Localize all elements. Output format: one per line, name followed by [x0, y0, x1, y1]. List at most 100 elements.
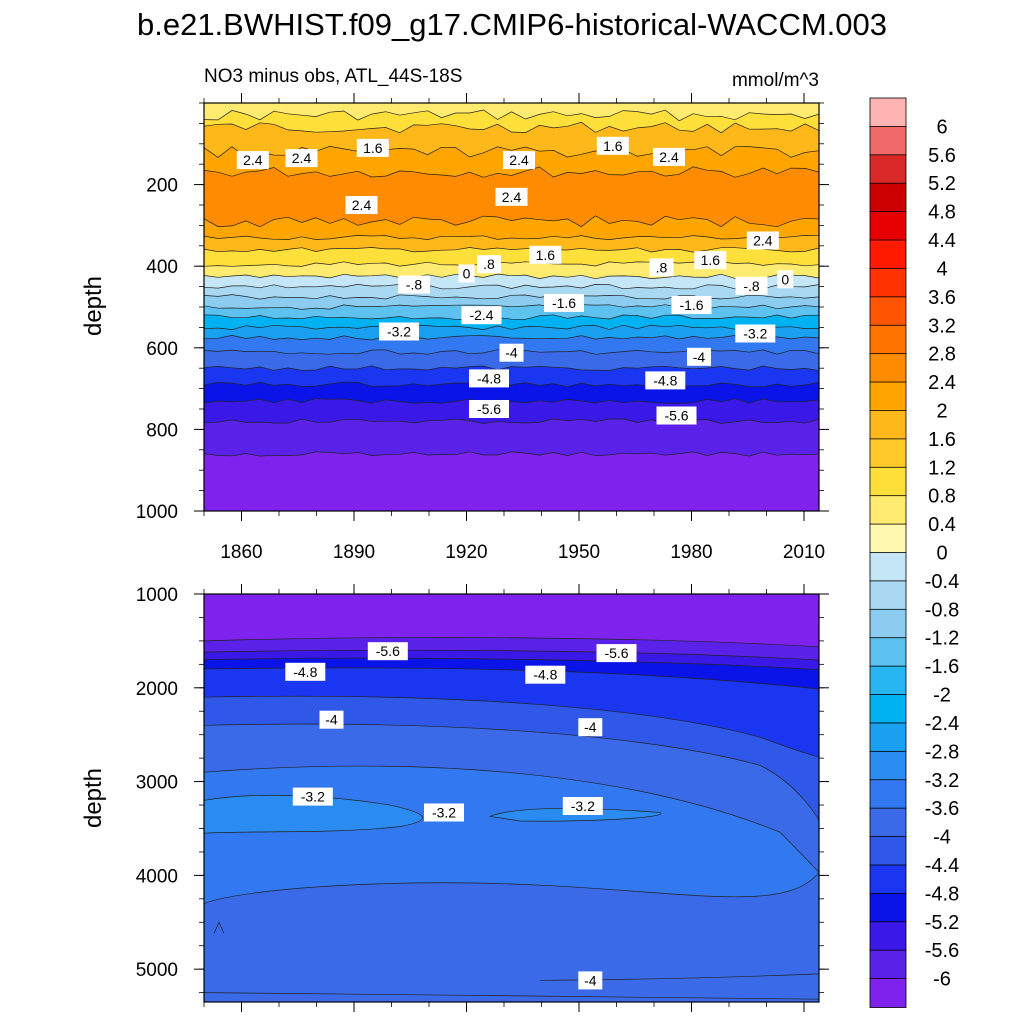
- contour-label: 2.4: [236, 151, 269, 170]
- colorbar-tick-label: -2.4: [925, 713, 959, 735]
- contour-label: -4.8: [525, 665, 566, 684]
- contour-label-text: -4: [505, 345, 518, 361]
- colorbar-swatch: [869, 268, 907, 298]
- contour-label: -5.6: [596, 644, 637, 663]
- colorbar-swatch: [869, 381, 907, 412]
- contour-line: [204, 335, 819, 341]
- colorbar-tick-label: -3.2: [925, 770, 959, 792]
- contour-label-box: [529, 245, 562, 264]
- colorbar-tick-label: 2.8: [928, 344, 956, 366]
- chart-subtitle: NO3 minus obs, ATL_44S-18S: [204, 66, 462, 87]
- contour-label-text: 2.4: [659, 149, 679, 165]
- contour-line: [204, 992, 819, 1000]
- units-label: mmol/m^3: [732, 70, 819, 91]
- contour-line: [204, 109, 819, 122]
- contour-label-box: [777, 270, 794, 289]
- contour-line: [204, 294, 819, 300]
- contour-label-box: [653, 147, 685, 166]
- contour-label-box: [544, 293, 584, 312]
- colorbar-swatch: [869, 239, 907, 270]
- contour-label-text: -4: [584, 972, 597, 988]
- contour-label-text: 2.4: [502, 189, 522, 205]
- colorbar-tick-label: -4.4: [925, 855, 959, 877]
- contour-label-text: -5.6: [664, 408, 688, 424]
- contour-label-box: [596, 136, 629, 155]
- upper-fill-area: [204, 103, 819, 511]
- contour-label-text: 1.6: [603, 138, 623, 154]
- colorbar-swatch: [869, 523, 907, 554]
- contour-label-box: [319, 710, 344, 729]
- contour-label-box: [656, 406, 697, 425]
- contour-label-box: [379, 322, 419, 341]
- contour-label-text: -4.8: [293, 664, 317, 680]
- colorbar-tick-label: 5.2: [928, 173, 956, 195]
- contour-label-box: [746, 231, 779, 250]
- colorbar-swatch: [869, 665, 907, 696]
- contour-label-text: -4: [693, 349, 706, 365]
- contour-label: 2.4: [503, 151, 535, 170]
- contour-label-box: [525, 665, 566, 684]
- colorbar-tick-label: 3.2: [928, 315, 956, 337]
- colorbar-tick-label: 1.2: [928, 457, 956, 479]
- contour-label-box: [285, 662, 326, 681]
- y-tick-label: 800: [146, 420, 178, 441]
- contour-label-box: [236, 151, 269, 170]
- contour-label-text: -5.6: [477, 401, 501, 417]
- contour-label-text: -3.2: [571, 798, 595, 814]
- upper-y-axis-label: depth: [80, 276, 107, 336]
- y-tick-label: 1000: [136, 502, 178, 523]
- contour-line: [204, 418, 819, 424]
- lower-fill-area: [204, 594, 819, 1002]
- contour-band: [204, 795, 423, 834]
- contour-line: [204, 284, 819, 290]
- contour-label-box: [424, 803, 464, 822]
- contour-line: [204, 649, 819, 661]
- contour-label-box: [735, 276, 768, 295]
- contour-label: 2.4: [653, 147, 685, 166]
- contour-label: 0: [777, 270, 794, 289]
- contour-label-box: [495, 187, 528, 206]
- contour-line: [204, 215, 819, 228]
- contour-label-text: -3.2: [387, 324, 411, 340]
- colorbar-swatch: [869, 154, 907, 185]
- colorbar-tick-label: -1.2: [925, 628, 959, 650]
- y-tick-label: 200: [146, 176, 178, 197]
- contour-label-box: [356, 138, 389, 157]
- colorbar-swatch: [869, 324, 907, 355]
- contour-label-text: -5.6: [376, 643, 400, 659]
- contour-label-text: -4: [325, 712, 338, 728]
- contour-label: -4: [687, 347, 711, 366]
- contour-label-box: [645, 371, 686, 390]
- colorbar-swatch: [869, 211, 907, 241]
- contour-label: -5.6: [469, 400, 509, 418]
- colorbar-swatch: [869, 949, 907, 980]
- contour-line: [204, 273, 819, 280]
- x-tick-label: 2010: [783, 542, 825, 563]
- colorbar-swatch: [869, 836, 907, 866]
- contour-label: -1.6: [671, 296, 712, 314]
- colorbar-tick-label: 2.4: [928, 372, 956, 394]
- colorbar-tick-label: 0.8: [928, 486, 956, 508]
- lower-y-axis-label: depth: [80, 768, 107, 828]
- colorbar-tick-label: 1.6: [928, 429, 956, 451]
- contour-label: -4: [578, 718, 603, 737]
- contour-label: 1.6: [694, 251, 727, 270]
- colorbar-tick-label: -1.6: [925, 656, 959, 678]
- contour-label: 2.4: [345, 196, 378, 214]
- contour-label-text: -.8: [406, 277, 423, 293]
- colorbar-swatch: [869, 552, 907, 582]
- contour-line: [204, 314, 819, 320]
- colorbar-tick-label: -4: [933, 827, 951, 849]
- contour-label-box: [694, 251, 727, 270]
- contour-line: [204, 235, 819, 240]
- contour-label-box: [469, 369, 509, 388]
- contour-label-text: -4.8: [653, 372, 677, 388]
- colorbar-tick-label: 4.8: [928, 202, 956, 224]
- contour-label: -3.2: [379, 322, 419, 341]
- contour-label: -4.8: [469, 369, 509, 388]
- contour-label-box: [477, 255, 501, 274]
- contour-label-text: -3.2: [301, 789, 325, 805]
- contour-label-text: 1.6: [701, 252, 721, 268]
- colorbar-tick-label: -4.8: [925, 883, 959, 905]
